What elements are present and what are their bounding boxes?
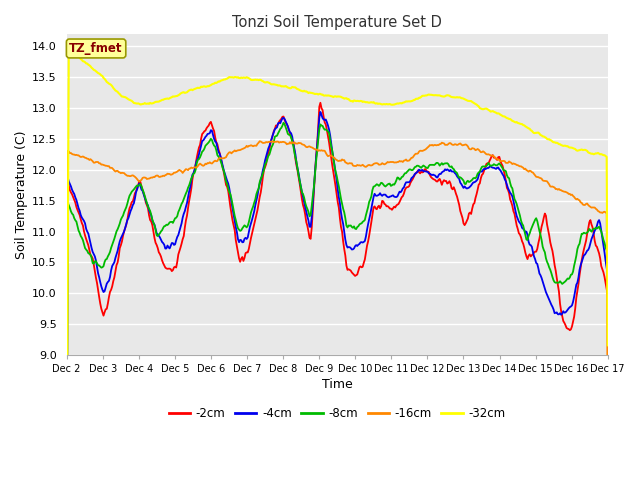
- Y-axis label: Soil Temperature (C): Soil Temperature (C): [15, 130, 28, 259]
- Title: Tonzi Soil Temperature Set D: Tonzi Soil Temperature Set D: [232, 15, 442, 30]
- Text: TZ_fmet: TZ_fmet: [69, 42, 123, 55]
- Legend: -2cm, -4cm, -8cm, -16cm, -32cm: -2cm, -4cm, -8cm, -16cm, -32cm: [164, 403, 511, 425]
- X-axis label: Time: Time: [322, 378, 353, 391]
